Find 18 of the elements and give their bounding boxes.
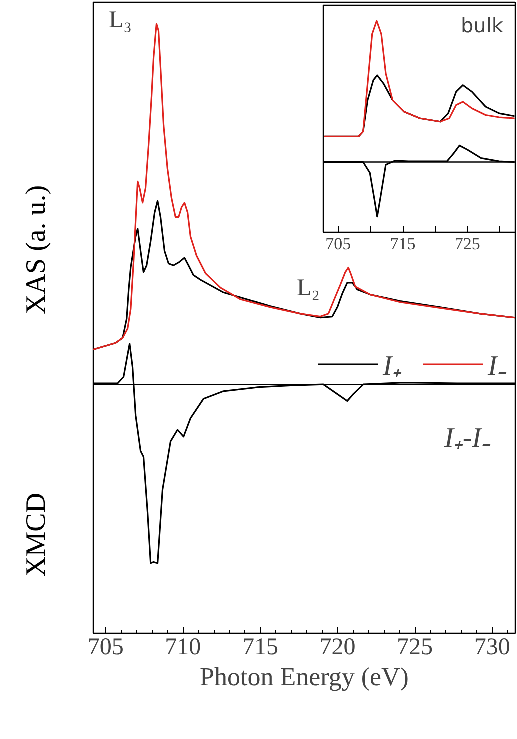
legend-label: I₊ bbox=[383, 350, 402, 383]
annotation: L₃ bbox=[108, 8, 132, 34]
x-tick-label: 710 bbox=[165, 634, 202, 660]
x-tick-label: 725 bbox=[454, 234, 480, 254]
annotation: bulk bbox=[460, 14, 504, 38]
x-tick-label: 715 bbox=[390, 234, 416, 254]
x-tick-label: 725 bbox=[397, 634, 434, 660]
y-axis-title: XAS (a. u.) bbox=[20, 185, 53, 315]
x-tick-label: 720 bbox=[320, 634, 356, 660]
x-tick-label: 705 bbox=[88, 634, 124, 660]
x-tick-label: 730 bbox=[474, 634, 510, 660]
x-axis-title: Photon Energy (eV) bbox=[200, 662, 409, 692]
annotation: L₂ bbox=[296, 276, 320, 302]
text: XMCD bbox=[20, 493, 53, 578]
x-tick-label: 705 bbox=[326, 234, 352, 254]
x-tick-label: 715 bbox=[242, 634, 278, 660]
legend-label: I₋ bbox=[488, 350, 508, 383]
annotation: I₊-I₋ bbox=[444, 423, 492, 454]
